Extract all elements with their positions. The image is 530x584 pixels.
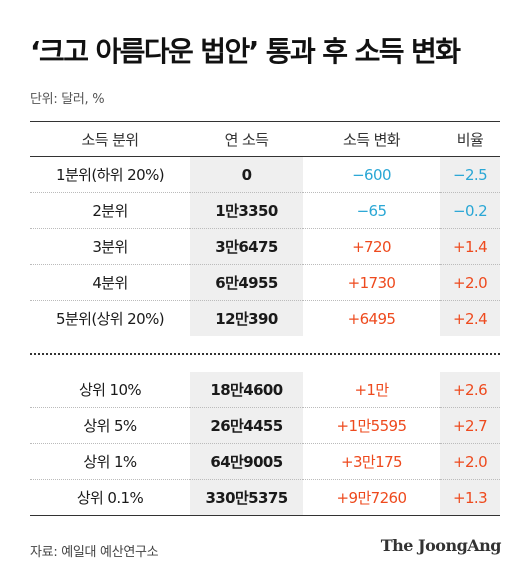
table-row: 상위 1% 64만9005 +3만175 +2.0 [30,443,500,480]
cell-rate: +2.0 [440,264,500,301]
cell-income: 6만4955 [190,264,303,301]
cell-change: +3만175 [303,443,440,480]
cell-change: +1730 [303,264,440,301]
table-row: 1분위(하위 20%) 0 −600 −2.5 [30,156,500,193]
cell-income: 3만6475 [190,228,303,265]
table-row: 상위 10% 18만4600 +1만 +2.6 [30,372,500,408]
header-group: 소득 분위 [30,121,190,157]
cell-income: 26만4455 [190,407,303,444]
cell-change: +1만 [303,372,440,408]
header-rate: 비율 [440,121,500,157]
section-separator [30,336,500,372]
cell-group: 4분위 [30,264,190,301]
publisher-logo: The JoongAng [380,536,502,555]
table-row: 상위 0.1% 330만5375 +9만7260 +1.3 [30,479,500,516]
cell-income: 64만9005 [190,443,303,480]
cell-group: 상위 5% [30,407,190,444]
cell-income: 330만5375 [190,479,303,516]
table-row: 4분위 6만4955 +1730 +2.0 [30,264,500,301]
cell-rate: +2.6 [440,372,500,408]
cell-income: 1만3350 [190,192,303,229]
cell-rate: +2.7 [440,407,500,444]
cell-group: 3분위 [30,228,190,265]
cell-rate: +1.4 [440,228,500,265]
unit-note: 단위: 달러, % [30,92,105,107]
source-note: 자료: 예일대 예산연구소 [30,545,159,560]
cell-change: +720 [303,228,440,265]
cell-income: 0 [190,156,303,193]
cell-rate: −2.5 [440,156,500,193]
cell-rate: +2.0 [440,443,500,480]
header-income: 연 소득 [190,121,303,157]
table-row: 5분위(상위 20%) 12만390 +6495 +2.4 [30,300,500,336]
header-change: 소득 변화 [303,121,440,157]
cell-group: 상위 1% [30,443,190,480]
cell-change: +1만5595 [303,407,440,444]
cell-rate: −0.2 [440,192,500,229]
cell-change: +6495 [347,309,396,328]
cell-change: −65 [303,192,440,229]
page-title: ‘크고 아름다운 법안’ 통과 후 소득 변화 [30,35,461,68]
cell-group: 5분위(상위 20%) [56,310,165,328]
cell-income: 12만390 [190,300,303,336]
table-row: 2분위 1만3350 −65 −0.2 [30,192,500,229]
income-change-table: 소득 분위 연 소득 소득 변화 비율 1분위(하위 20%) 0 −600 −2.5… [30,121,500,516]
cell-group: 상위 0.1% [30,479,190,516]
cell-rate: +1.3 [440,479,500,516]
cell-group: 2분위 [30,192,190,229]
cell-income: 18만4600 [190,372,303,408]
cell-group: 1분위(하위 20%) [30,156,190,193]
cell-group: 상위 10% [30,372,190,408]
cell-change: −600 [303,156,440,193]
table-row: 3분위 3만6475 +720 +1.4 [30,228,500,265]
header-row: 소득 분위 연 소득 소득 변화 비율 [30,121,500,157]
dotted-divider [30,353,500,355]
cell-change: +9만7260 [303,479,440,516]
table-row: 상위 5% 26만4455 +1만5595 +2.7 [30,407,500,444]
cell-rate: +2.4 [440,300,500,336]
